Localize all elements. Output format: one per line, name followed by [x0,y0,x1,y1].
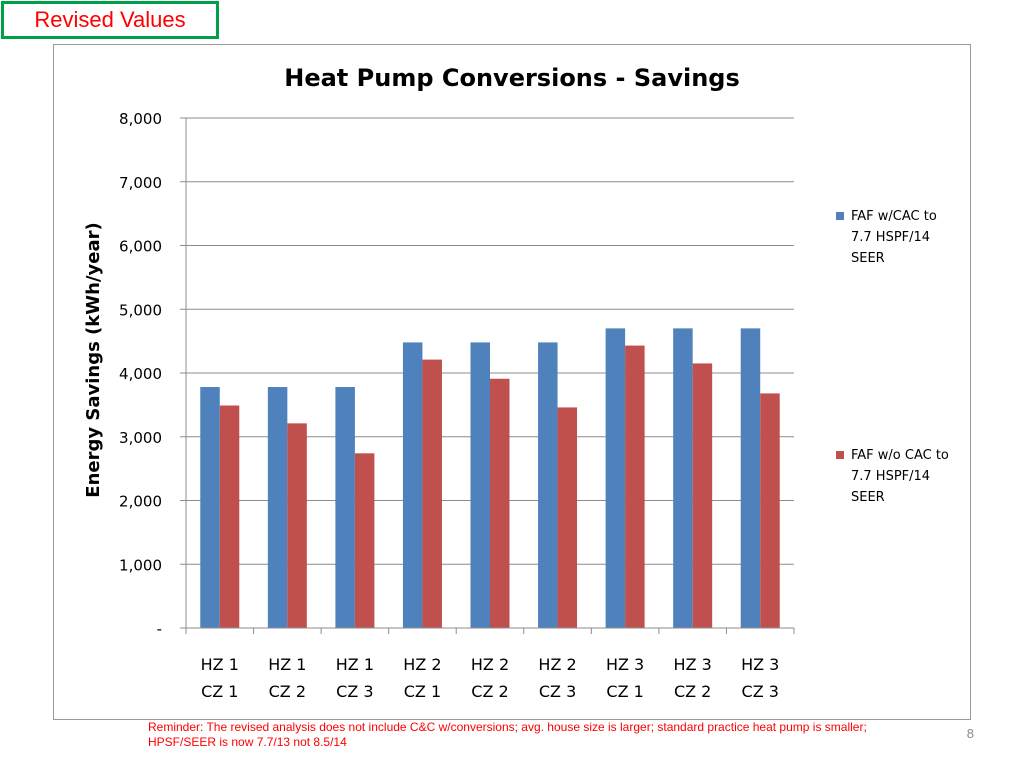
x-category-label: HZ 2 [471,655,509,674]
y-tick-label: 2,000 [119,493,162,511]
x-category-label: HZ 1 [336,655,374,674]
x-category-label: CZ 3 [742,682,779,701]
bar-series-2 [557,407,578,628]
bar-series-2 [422,359,442,628]
bar-series-2 [287,423,307,628]
bar-series-1 [335,387,355,628]
x-category-label: CZ 1 [606,682,643,701]
legend-entry-series-2: FAF w/o CAC to 7.7 HSPF/14 SEER [836,445,966,508]
y-tick-label: - [157,620,162,638]
x-category-label: CZ 2 [471,682,508,701]
x-category-label: HZ 1 [201,655,239,674]
x-category-label: CZ 1 [201,682,238,701]
bar-series-1 [200,387,220,628]
bar-series-1 [605,328,626,628]
page-number: 8 [966,726,974,741]
legend-swatch-series-2 [836,451,844,459]
bar-series-1 [402,342,423,628]
legend-line: FAF w/CAC to [851,209,937,224]
x-category-label: CZ 2 [674,682,711,701]
bar-series-2 [219,405,240,628]
y-tick-label: 4,000 [119,365,162,383]
legend-swatch-series-1 [836,212,844,220]
chart-title: Heat Pump Conversions - Savings [284,64,740,92]
legend-line: SEER [851,490,885,505]
x-category-label: HZ 3 [674,655,712,674]
bar-series-2 [354,453,375,628]
x-category-label: HZ 1 [268,655,306,674]
bar-series-1 [267,387,288,628]
x-category-label: CZ 2 [269,682,306,701]
bar-series-1 [673,328,693,628]
revised-values-badge: Revised Values [1,1,219,39]
y-tick-label: 6,000 [119,238,162,256]
x-category-label: HZ 3 [741,655,779,674]
bar-series-2 [490,378,510,628]
footnote-reminder: Reminder: The revised analysis does not … [148,720,867,749]
legend-line: 7.7 HSPF/14 [851,469,931,484]
legend-line: FAF w/o CAC to [851,448,949,463]
x-category-label: HZ 2 [538,655,576,674]
y-tick-label: 8,000 [119,110,162,128]
y-tick-label: 1,000 [119,556,162,574]
bar-series-1 [740,328,761,628]
bar-series-1 [470,342,490,628]
legend-line: SEER [851,251,885,266]
y-tick-label: 5,000 [119,301,162,319]
y-axis-label: Energy Savings (kWh/year) [83,222,104,497]
legend-entry-series-1: FAF w/CAC to 7.7 HSPF/14 SEER [836,206,966,269]
bar-series-1 [538,342,558,628]
x-category-label: CZ 3 [539,682,576,701]
axes: - 1,000 2,000 3,000 4,000 5,000 6,000 7,000 8,00… [119,110,795,701]
bars [200,328,780,628]
chart-frame [53,44,971,720]
x-category-label: CZ 3 [336,682,373,701]
bar-series-2 [760,393,780,628]
x-category-label: HZ 3 [606,655,644,674]
bar-series-2 [625,345,645,628]
x-category-label: CZ 1 [404,682,441,701]
y-tick-label: 7,000 [119,174,162,192]
legend-line: 7.7 HSPF/14 [851,230,931,245]
y-tick-label: 3,000 [119,429,162,447]
bar-series-2 [692,363,713,628]
x-category-label: HZ 2 [403,655,441,674]
